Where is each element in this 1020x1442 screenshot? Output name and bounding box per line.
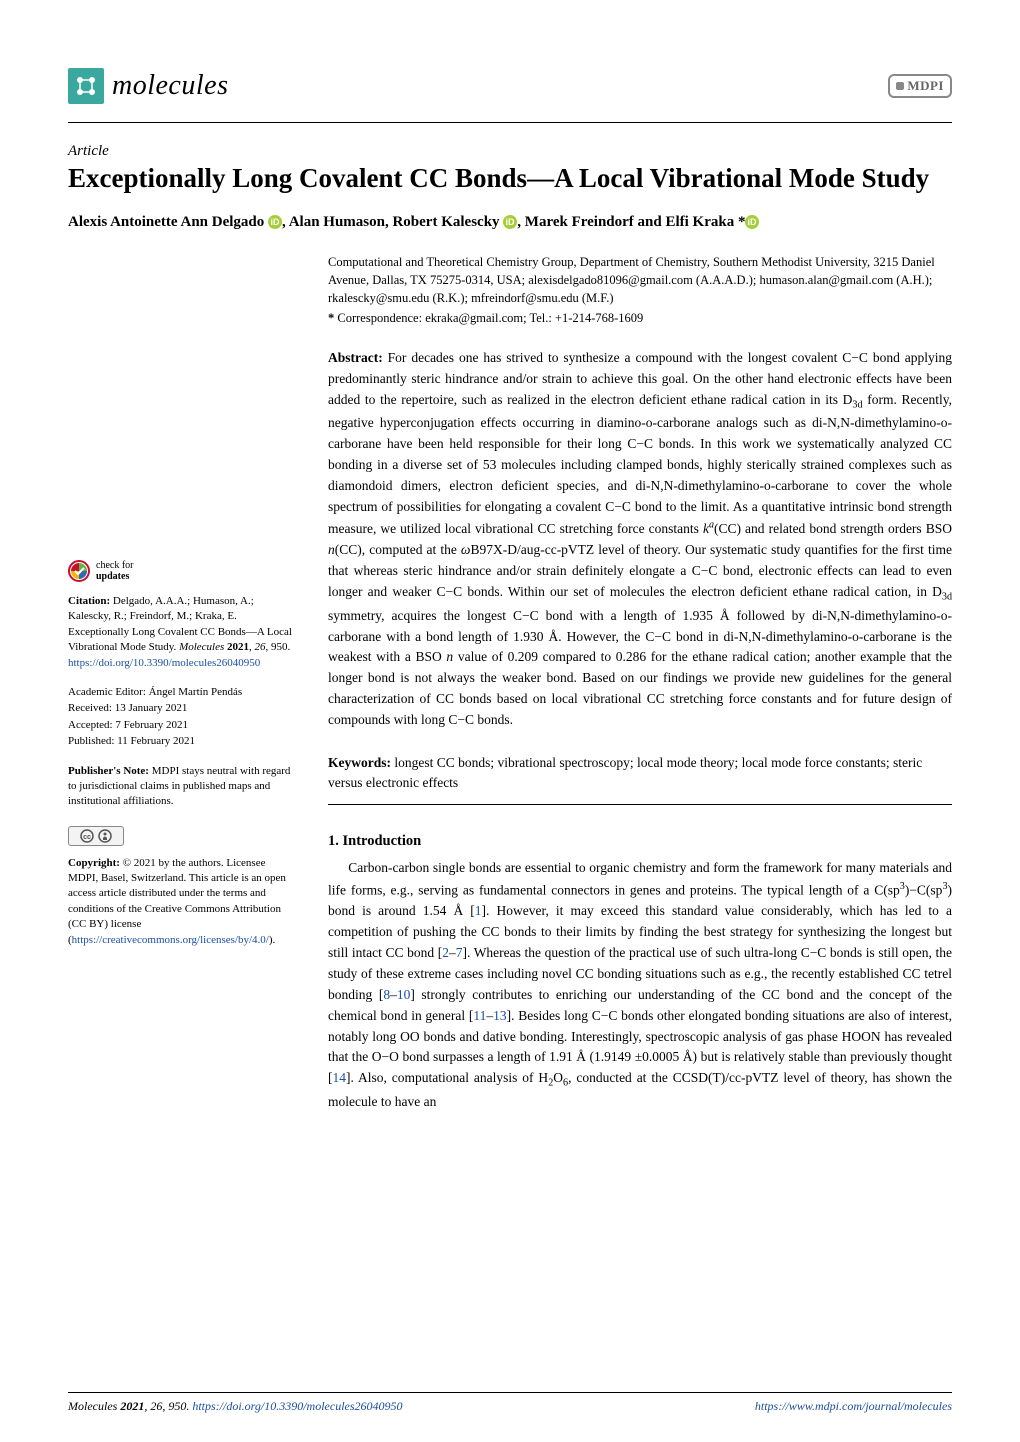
mdpi-dot-icon [896, 82, 904, 90]
citation-block: Citation: Delgado, A.A.A.; Humason, A.; … [68, 594, 298, 671]
svg-text:cc: cc [83, 834, 91, 841]
journal-name: molecules [112, 70, 228, 102]
footer-journal-link[interactable]: https://www.mdpi.com/journal/molecules [755, 1399, 952, 1413]
editor-name: Ángel Martín Pendás [149, 686, 242, 698]
note-label: Publisher's Note: [68, 765, 149, 777]
keywords-text: longest CC bonds; vibrational spectrosco… [328, 755, 922, 790]
citation-label: Citation: [68, 595, 110, 607]
article-title: Exceptionally Long Covalent CC Bonds—A L… [68, 162, 952, 196]
svg-text:iD: iD [748, 217, 758, 227]
section-heading: 1. Introduction [328, 833, 952, 850]
affiliation: Computational and Theoretical Chemistry … [328, 253, 952, 307]
keywords: Keywords: longest CC bonds; vibrational … [328, 753, 952, 794]
ref-link[interactable]: 11 [473, 1008, 486, 1023]
sidebar: check for updates Citation: Delgado, A.A… [68, 560, 298, 948]
authors-line: Alexis Antoinette Ann Delgado iD, Alan H… [68, 214, 952, 231]
cc-badge-icon: cc [68, 826, 124, 846]
abstract-text: For decades one has strived to synthesiz… [328, 350, 952, 727]
footer-right: https://www.mdpi.com/journal/molecules [755, 1399, 952, 1414]
authors-text-3: , Marek Freindorf and Elfi Kraka * [517, 214, 745, 230]
ref-link[interactable]: 10 [397, 987, 411, 1002]
svg-text:iD: iD [271, 217, 281, 227]
orcid-icon[interactable]: iD [503, 215, 517, 229]
authors-text: Alexis Antoinette Ann Delgado [68, 214, 268, 230]
keywords-label: Keywords: [328, 755, 391, 770]
check-updates-icon [68, 560, 90, 582]
abstract: Abstract: For decades one has strived to… [328, 348, 952, 731]
accepted-line: Accepted: 7 February 2021 [68, 718, 298, 733]
footer-left: Molecules 2021, 26, 950. https://doi.org… [68, 1399, 403, 1414]
abstract-label: Abstract: [328, 350, 383, 365]
cc-license-badge[interactable]: cc [68, 826, 298, 846]
doi-link[interactable]: https://doi.org/10.3390/molecules2604095… [68, 657, 260, 669]
ref-link[interactable]: 13 [493, 1008, 507, 1023]
keywords-rule [328, 804, 952, 805]
mdpi-logo: MDPI [888, 74, 952, 98]
ref-link[interactable]: 2 [442, 945, 449, 960]
footer-doi-link[interactable]: https://doi.org/10.3390/molecules2604095… [192, 1399, 402, 1413]
ref-link[interactable]: 1 [475, 903, 482, 918]
check-updates[interactable]: check for updates [68, 560, 298, 582]
publishers-note: Publisher's Note: MDPI stays neutral wit… [68, 764, 298, 810]
cc-link[interactable]: https://creativecommons.org/licenses/by/… [72, 934, 269, 946]
svg-text:iD: iD [506, 217, 516, 227]
editor-line: Academic Editor: Ángel Martín Pendás [68, 685, 298, 700]
molecules-icon [68, 68, 104, 104]
received-line: Received: 13 January 2021 [68, 701, 298, 716]
check-updates-line1: check for [96, 560, 133, 571]
published-line: Published: 11 February 2021 [68, 734, 298, 749]
article-type: Article [68, 143, 952, 160]
check-updates-text: check for updates [96, 560, 133, 582]
editor-block: Academic Editor: Ángel Martín Pendás Rec… [68, 685, 298, 750]
ref-link[interactable]: 8 [383, 987, 390, 1002]
copyright-label: Copyright: [68, 857, 120, 869]
authors-text-2: , Alan Humason, Robert Kalescky [282, 214, 503, 230]
correspondence: * Correspondence: ekraka@gmail.com; Tel.… [328, 311, 952, 326]
header-rule [68, 122, 952, 123]
correspondence-text: Correspondence: ekraka@gmail.com; Tel.: … [337, 311, 643, 325]
journal-logo: molecules [68, 68, 228, 104]
copyright-block: Copyright: © 2021 by the authors. Licens… [68, 856, 298, 948]
intro-paragraph: Carbon-carbon single bonds are essential… [328, 858, 952, 1113]
page-footer: Molecules 2021, 26, 950. https://doi.org… [68, 1392, 952, 1414]
ref-link[interactable]: 14 [333, 1070, 347, 1085]
orcid-icon[interactable]: iD [268, 215, 282, 229]
mdpi-text: MDPI [907, 78, 944, 94]
check-updates-line2: updates [96, 571, 129, 582]
top-bar: molecules MDPI [68, 68, 952, 104]
orcid-icon[interactable]: iD [745, 215, 759, 229]
ref-link[interactable]: 7 [456, 945, 463, 960]
correspondence-star: * [328, 311, 334, 325]
copyright-text: © 2021 by the authors. Licensee MDPI, Ba… [68, 857, 286, 946]
editor-label: Academic Editor: [68, 686, 146, 698]
